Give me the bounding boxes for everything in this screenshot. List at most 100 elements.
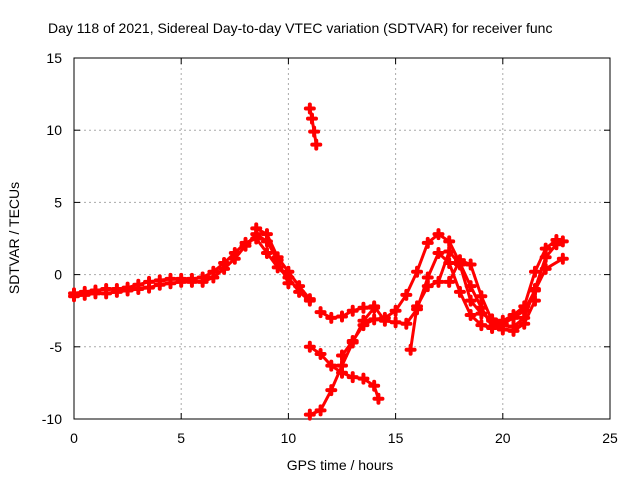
data-point — [314, 404, 327, 417]
data-point — [528, 284, 541, 297]
series-track-3 — [250, 222, 316, 306]
data-point — [464, 294, 477, 307]
x-tick-label: 10 — [281, 430, 297, 446]
data-point — [432, 275, 445, 288]
grid-lines — [74, 58, 610, 419]
data-point — [110, 285, 123, 298]
data-point — [357, 301, 370, 314]
data-point — [305, 112, 318, 125]
chart-title: Day 118 of 2021, Sidereal Day-to-day VTE… — [48, 20, 552, 36]
data-point — [325, 359, 338, 372]
data-point — [250, 222, 263, 235]
series-track-5 — [314, 235, 569, 335]
data-point — [464, 258, 477, 271]
data-point — [303, 102, 316, 115]
data-point — [539, 262, 552, 275]
y-tick-label: 10 — [46, 122, 62, 138]
x-tick-label: 0 — [70, 430, 78, 446]
data-point — [357, 314, 370, 327]
data-point — [100, 287, 113, 300]
data-point — [143, 281, 156, 294]
y-tick-label: 15 — [46, 50, 62, 66]
data-point — [432, 228, 445, 241]
data-point — [346, 304, 359, 317]
data-point — [175, 275, 188, 288]
data-point — [293, 280, 306, 293]
data-point — [68, 290, 80, 303]
data-point — [400, 317, 413, 330]
data-series — [68, 102, 569, 421]
data-point — [164, 277, 177, 290]
data-point — [303, 340, 316, 353]
series-track-2 — [68, 228, 295, 303]
data-point — [132, 283, 145, 296]
data-point — [404, 343, 417, 356]
data-point — [411, 265, 424, 278]
series-track-10 — [443, 254, 541, 337]
x-tick-label: 25 — [602, 430, 618, 446]
data-point — [539, 242, 552, 255]
data-point — [196, 275, 209, 288]
data-point — [411, 300, 424, 313]
y-tick-labels: -10 -5 0 5 10 15 — [42, 50, 62, 427]
data-point — [475, 307, 488, 320]
data-point — [550, 233, 563, 246]
data-point — [325, 311, 338, 324]
y-tick-label: -10 — [42, 411, 62, 427]
data-point — [346, 336, 359, 349]
data-point — [432, 246, 445, 259]
data-point — [153, 278, 166, 291]
data-point — [453, 285, 466, 298]
data-point — [282, 277, 295, 290]
y-tick-label: -5 — [50, 339, 63, 355]
data-point — [368, 301, 381, 314]
data-point — [421, 280, 434, 293]
data-point — [443, 275, 456, 288]
data-point — [400, 288, 413, 301]
y-tick-label: 5 — [54, 194, 62, 210]
data-point — [218, 262, 231, 275]
data-point — [389, 304, 402, 317]
data-point — [496, 323, 509, 336]
data-point — [518, 304, 531, 317]
data-point — [89, 287, 102, 300]
data-point — [325, 384, 338, 397]
series-track-8 — [303, 301, 381, 421]
data-point — [453, 254, 466, 267]
series-track-7 — [303, 340, 385, 405]
data-point — [282, 265, 295, 278]
data-point — [336, 359, 348, 372]
data-point — [443, 245, 456, 258]
data-point — [303, 293, 316, 306]
data-point — [336, 310, 348, 323]
data-point — [368, 313, 381, 326]
data-point — [260, 246, 273, 259]
data-point — [556, 252, 569, 265]
data-point — [507, 324, 520, 337]
data-point — [239, 239, 252, 252]
x-tick-label: 5 — [177, 430, 185, 446]
data-point — [336, 349, 348, 362]
x-tick-label: 20 — [495, 430, 511, 446]
x-tick-labels: 0 5 10 15 20 25 — [70, 430, 618, 446]
data-point — [464, 309, 477, 322]
data-point — [528, 294, 541, 307]
x-axis-label: GPS time / hours — [287, 457, 394, 473]
data-point — [443, 235, 456, 248]
data-point — [207, 271, 220, 284]
data-point — [260, 228, 273, 241]
data-point — [310, 138, 323, 151]
data-point — [372, 392, 385, 405]
series-track-4 — [303, 102, 323, 151]
data-point — [346, 371, 359, 384]
data-point — [464, 280, 477, 293]
data-point — [271, 251, 284, 264]
data-point — [314, 348, 327, 361]
data-point — [507, 311, 520, 324]
data-point — [368, 379, 381, 392]
data-point — [378, 311, 391, 324]
data-point — [308, 125, 321, 138]
data-point — [357, 372, 370, 385]
plot-frame — [73, 57, 611, 420]
